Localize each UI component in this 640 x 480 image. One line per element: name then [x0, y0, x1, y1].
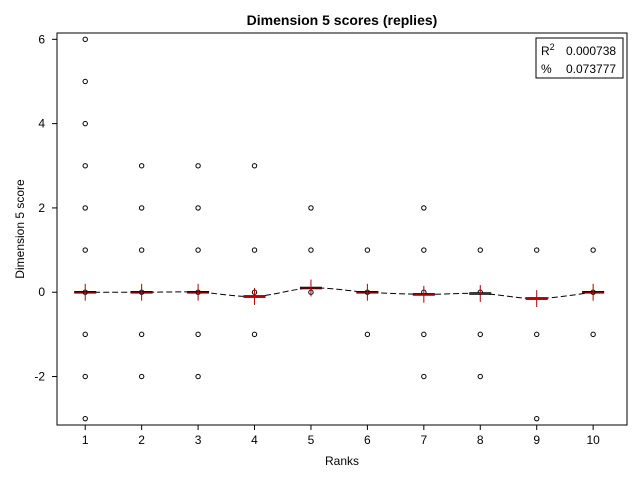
data-point: [138, 247, 145, 253]
x-tick-label: 3: [195, 433, 202, 447]
data-point: [308, 247, 314, 253]
percent-value: 0.073777: [566, 62, 616, 76]
data-point: [82, 415, 88, 422]
x-axis-label: Ranks: [325, 454, 359, 468]
y-tick-label: -2: [34, 370, 45, 384]
percent-label: %: [541, 62, 552, 76]
x-tick-label: 2: [138, 433, 145, 447]
data-point: [82, 36, 88, 43]
y-tick-label: 2: [38, 201, 45, 215]
data-point: [82, 78, 88, 85]
x-tick-label: 5: [308, 433, 315, 447]
data-point: [195, 331, 201, 338]
data-point: [421, 331, 427, 338]
y-tick-label: 6: [38, 32, 45, 46]
data-point: [195, 247, 201, 253]
data-point: [421, 373, 427, 380]
y-tick-label: 4: [38, 117, 45, 131]
data-point: [364, 247, 371, 253]
data-point: [421, 247, 427, 253]
data-point: [195, 163, 201, 169]
y-tick-label: 0: [38, 285, 45, 299]
r-squared-value: 0.000738: [566, 44, 616, 58]
data-point: [534, 415, 540, 422]
data-point: [477, 331, 483, 338]
data-point: [251, 331, 258, 338]
y-axis-label: Dimension 5 score: [13, 179, 27, 279]
data-point: [534, 247, 540, 253]
x-tick-label: 10: [586, 433, 600, 447]
data-point: [421, 205, 427, 211]
mean-markers: [74, 279, 605, 307]
data-point: [82, 120, 88, 127]
x-axis: 1 2 3 4 5 6 7 8 9 10: [82, 425, 600, 447]
x-tick-label: 6: [364, 433, 371, 447]
data-point: [364, 331, 371, 338]
x-tick-label: 7: [420, 433, 427, 447]
mean-trend-line: [85, 287, 594, 300]
data-point: [308, 205, 314, 211]
data-point: [138, 373, 145, 380]
data-point: [251, 247, 258, 253]
data-point: [477, 247, 483, 253]
data-point: [477, 373, 483, 380]
data-point: [138, 163, 145, 169]
stats-box: R2 0.000738 % 0.073777: [535, 37, 624, 79]
x-tick-label: 8: [477, 433, 484, 447]
plot-frame: [56, 32, 628, 426]
data-point: [138, 205, 145, 211]
r-squared-label: R2: [541, 42, 555, 58]
data-point: [195, 373, 201, 380]
data-point: [82, 373, 88, 380]
x-tick-label: 4: [251, 433, 258, 447]
data-point: [590, 247, 596, 253]
x-tick-label: 1: [82, 433, 89, 447]
data-points: [82, 36, 596, 422]
data-point: [82, 331, 88, 338]
x-tick-label: 9: [533, 433, 540, 447]
data-point: [195, 205, 201, 211]
data-point: [590, 331, 596, 338]
stats-box-frame: [535, 37, 624, 79]
data-point: [534, 331, 540, 338]
chart-title: Dimension 5 scores (replies): [247, 12, 438, 28]
data-point: [138, 331, 145, 338]
data-point: [82, 247, 88, 253]
data-point: [251, 163, 258, 169]
y-axis: -2 0 2 4 6: [34, 32, 57, 384]
data-point: [82, 205, 88, 211]
data-point: [82, 163, 88, 169]
